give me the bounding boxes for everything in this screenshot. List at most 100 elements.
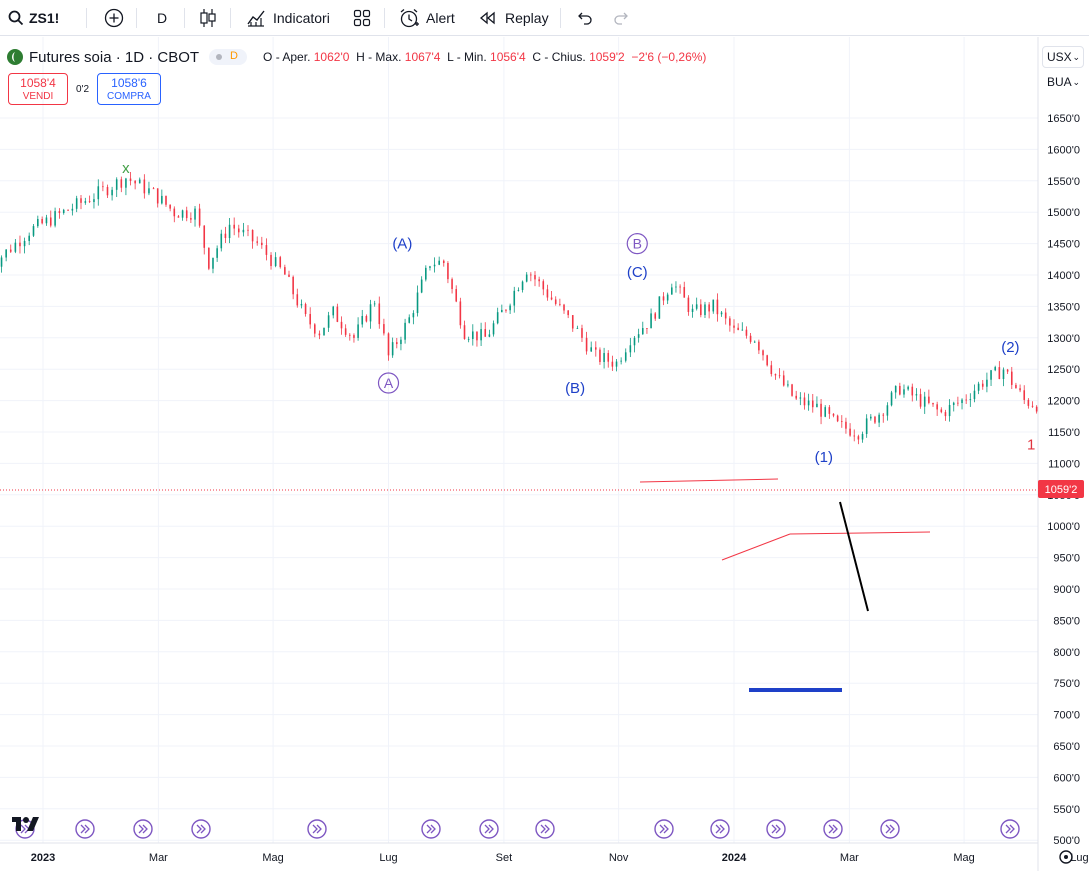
buy-button[interactable]: 1058'6 COMPRA: [97, 73, 161, 105]
candle-body: [237, 228, 240, 233]
chevron-right-icon: [312, 824, 322, 834]
sell-button[interactable]: 1058'4 VENDI: [8, 73, 68, 105]
candles-icon: [200, 9, 216, 27]
candle-body: [378, 303, 381, 325]
gear-icon[interactable]: [1059, 850, 1073, 864]
candle-body: [957, 402, 959, 404]
candle-body: [488, 334, 491, 337]
candle-body: [899, 385, 901, 395]
candle-body: [395, 342, 398, 345]
candle-body: [455, 289, 458, 302]
event-marker[interactable]: [421, 819, 441, 839]
candle-body: [420, 279, 423, 293]
candle-body: [911, 386, 914, 396]
candle-body: [932, 402, 934, 405]
event-marker[interactable]: [880, 819, 900, 839]
wave-label: (2): [1001, 339, 1019, 356]
candle-body: [501, 309, 503, 313]
candle-body: [998, 367, 1001, 380]
candle-body: [156, 188, 159, 204]
event-marker[interactable]: [479, 819, 499, 839]
chevron-down-icon: ⌄: [1072, 77, 1080, 87]
forecast-arrow-line[interactable]: [839, 501, 869, 612]
candle-body: [484, 329, 487, 337]
status-pill[interactable]: D: [209, 49, 248, 65]
wave-label-circle: [626, 233, 648, 255]
candle-body: [576, 328, 579, 329]
triangle-upper-line[interactable]: [639, 478, 779, 483]
event-marker[interactable]: [823, 819, 843, 839]
event-marker[interactable]: [75, 819, 95, 839]
candle-body: [216, 248, 218, 258]
price-tick-label: 1150'0: [1048, 427, 1080, 439]
candle-body: [737, 327, 739, 330]
candle-body: [433, 264, 436, 267]
event-marker[interactable]: [766, 819, 786, 839]
candle-body: [97, 186, 100, 200]
redo-button[interactable]: [613, 0, 631, 36]
alarm-clock-icon: [400, 9, 419, 28]
ohlc-values: O - Aper. 1062'0 H - Max. 1067'4 L - Min…: [263, 50, 707, 64]
high-value: 1067'4: [404, 50, 441, 64]
candle-body: [54, 211, 56, 226]
time-tick-label: Mag: [953, 852, 974, 864]
candle-body: [265, 245, 268, 255]
candle-body: [542, 281, 545, 290]
interval-button[interactable]: D: [157, 0, 167, 36]
candle-body: [23, 240, 26, 247]
event-marker[interactable]: [710, 819, 730, 839]
candle-body: [438, 260, 440, 265]
symbol-search[interactable]: ZS1!: [8, 0, 59, 36]
candle-body: [865, 418, 868, 434]
chevron-right-icon: [80, 824, 90, 834]
event-marker[interactable]: [535, 819, 555, 839]
candle-body: [774, 374, 777, 376]
currency-select[interactable]: USX ⌄: [1042, 46, 1084, 68]
buy-label: COMPRA: [107, 91, 151, 102]
candle-body: [37, 219, 39, 227]
symbol-title[interactable]: Futures soia · 1D · CBOT: [29, 48, 200, 66]
triangle-extension-line[interactable]: [789, 531, 931, 535]
indicators-label: Indicatori: [273, 10, 330, 26]
chart-type-button[interactable]: [199, 0, 217, 36]
candle-body: [300, 304, 303, 306]
candle-body: [323, 327, 325, 336]
candle-body: [811, 400, 814, 408]
candle-body: [357, 324, 359, 338]
compare-button[interactable]: [104, 0, 124, 36]
candle-body: [517, 289, 520, 291]
candle-body: [629, 345, 632, 353]
alert-button[interactable]: Alert: [398, 0, 455, 36]
wave-label: A: [384, 375, 394, 391]
candle-body: [758, 341, 760, 351]
candle-body: [220, 233, 223, 249]
candle-body: [687, 297, 690, 312]
triangle-lower-line[interactable]: [721, 533, 791, 561]
price-axis[interactable]: [1038, 37, 1089, 871]
candle-body: [981, 383, 984, 387]
indicators-button[interactable]: Indicatori: [246, 0, 330, 36]
candle-body: [88, 201, 91, 203]
wave-label-circle: [377, 372, 400, 394]
candle-body: [365, 316, 368, 322]
candle-body: [695, 304, 698, 309]
event-marker[interactable]: [307, 819, 327, 839]
unit-select[interactable]: BUA ⌄: [1042, 71, 1084, 93]
event-marker[interactable]: [654, 819, 674, 839]
price-tick-label: 1100'0: [1048, 458, 1080, 470]
event-marker[interactable]: [191, 819, 211, 839]
candle-body: [513, 290, 516, 306]
candle-body: [185, 210, 188, 219]
undo-button[interactable]: [575, 0, 593, 36]
candle-body: [650, 313, 652, 329]
price-tick-label: 550'0: [1053, 804, 1080, 816]
replay-button[interactable]: Replay: [479, 0, 549, 36]
event-marker[interactable]: [1000, 819, 1020, 839]
chevron-right-icon: [715, 824, 725, 834]
candle-body: [633, 337, 636, 346]
symbol-label: ZS1!: [29, 10, 60, 26]
price-chart[interactable]: x(A)B(C)A(B)(1)(2)21435(3)ABCDE(4)(5)Cy(…: [0, 37, 1089, 871]
templates-button[interactable]: [353, 0, 371, 36]
candle-body: [463, 325, 466, 340]
event-marker[interactable]: [133, 819, 153, 839]
